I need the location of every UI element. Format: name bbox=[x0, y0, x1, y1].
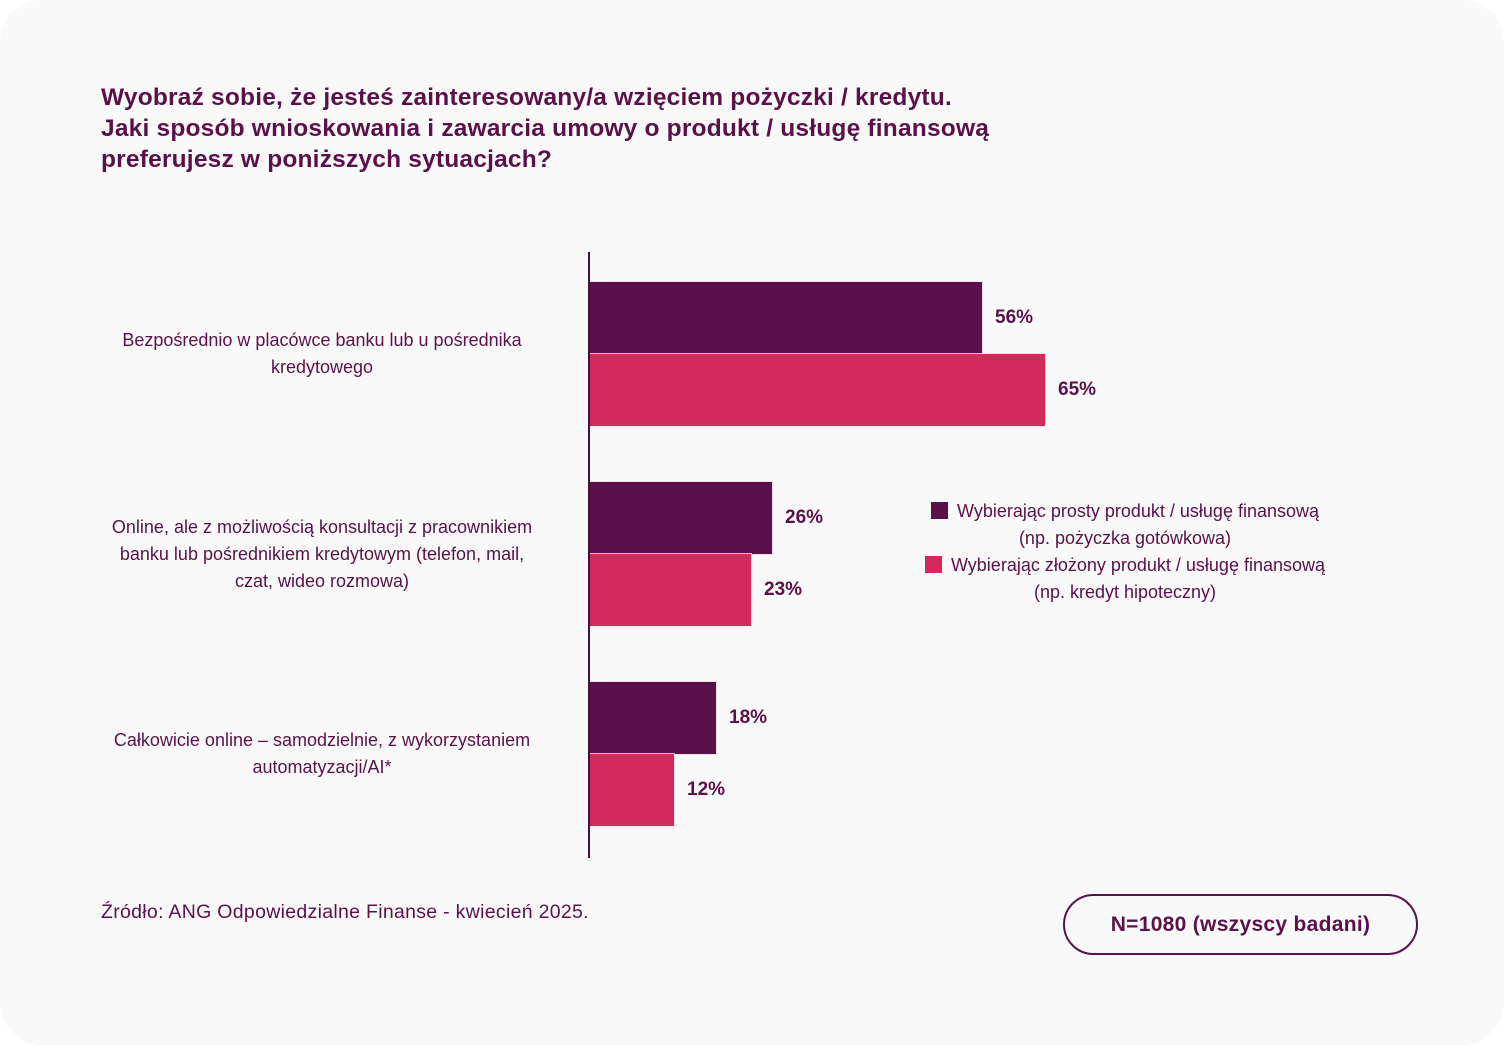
category-label: Online, ale z możliwością konsultacji z … bbox=[111, 516, 533, 591]
legend: Wybierając prosty produkt / usługę finan… bbox=[895, 498, 1355, 606]
bar-prosty-produkt bbox=[590, 282, 982, 354]
bar-group: Online, ale z możliwością konsultacji z … bbox=[0, 482, 1504, 626]
legend-sublabel: (np. kredyt hipoteczny) bbox=[1033, 582, 1217, 602]
bar-zlozony-produkt bbox=[590, 754, 674, 826]
bar-zlozony-produkt bbox=[590, 554, 751, 626]
bar-group: Całkowicie online – samodzielnie, z wyko… bbox=[0, 682, 1504, 826]
legend-label: Wybierając złożony produkt / usługę fina… bbox=[950, 555, 1326, 575]
legend-sublabel: (np. pożyczka gotówkowa) bbox=[1018, 528, 1232, 548]
bar-value-prosty-produkt: 18% bbox=[729, 707, 768, 728]
sample-size-badge: N=1080 (wszyscy badani) bbox=[1063, 894, 1418, 955]
legend-color-swatch-zlozony bbox=[924, 556, 942, 573]
category-label: Całkowicie online – samodzielnie, z wyko… bbox=[113, 730, 531, 777]
category-label: Bezpośrednio w placówce banku lub u pośr… bbox=[122, 330, 522, 377]
bar-value-zlozony-produkt: 65% bbox=[1058, 379, 1097, 400]
legend-label: Wybierając prosty produkt / usługę finan… bbox=[956, 501, 1320, 521]
chart-title: Wyobraź sobie, że jesteś zainteresowany/… bbox=[101, 84, 990, 173]
legend-item-prosty-produkt: Wybierając prosty produkt / usługę finan… bbox=[895, 498, 1355, 552]
bar-prosty-produkt bbox=[590, 682, 716, 754]
legend-item-zlozony-produkt: Wybierając złożony produkt / usługę fina… bbox=[895, 552, 1355, 606]
bar-value-prosty-produkt: 56% bbox=[995, 307, 1034, 328]
bar-zlozony-produkt bbox=[590, 354, 1045, 426]
source-text: Źródło: ANG Odpowiedzialne Finanse - kwi… bbox=[101, 901, 589, 923]
bar-group: Bezpośrednio w placówce banku lub u pośr… bbox=[0, 282, 1504, 426]
bar-prosty-produkt bbox=[590, 482, 772, 554]
y-axis-line bbox=[588, 252, 590, 858]
bar-value-zlozony-produkt: 12% bbox=[687, 779, 726, 800]
chart: Bezpośrednio w placówce banku lub u pośr… bbox=[0, 252, 1504, 858]
legend-color-swatch-prosty bbox=[930, 502, 948, 519]
bar-value-prosty-produkt: 26% bbox=[785, 507, 824, 528]
bar-value-zlozony-produkt: 23% bbox=[764, 579, 803, 600]
